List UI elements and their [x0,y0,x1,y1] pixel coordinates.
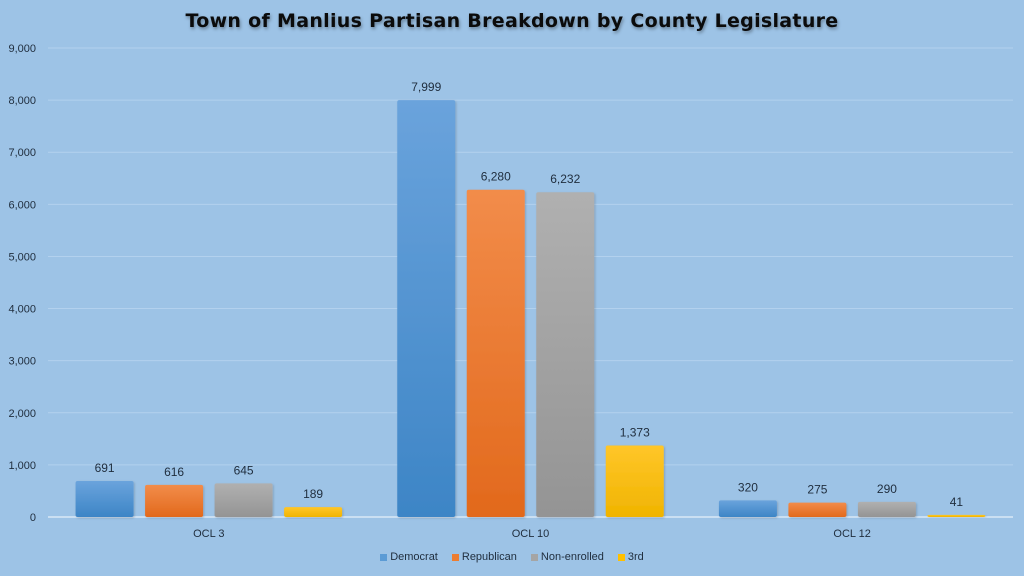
bar-republican-ocl-10 [466,189,525,517]
bar-non-enrolled-ocl-12 [857,501,916,517]
bar-3rd-ocl-12 [927,514,986,517]
bar-republican-ocl-12 [788,502,847,517]
data-label: 7,999 [411,80,441,94]
x-category-label: OCL 12 [833,528,871,540]
data-label: 645 [234,463,254,477]
y-tick-label: 2,000 [8,408,36,420]
data-label: 275 [807,483,827,497]
y-tick-label: 1,000 [8,460,36,472]
data-label: 41 [950,495,964,509]
bar-democrat-ocl-12 [718,500,777,517]
data-label: 616 [164,465,184,479]
y-tick-label: 5,000 [8,251,36,263]
bar-non-enrolled-ocl-10 [536,192,595,517]
legend-item: 3rd [617,551,644,563]
y-tick-label: 4,000 [8,304,36,316]
data-label: 320 [738,480,758,494]
data-label: 290 [877,482,897,496]
chart-title: Town of Manlius Partisan Breakdown by Co… [185,10,839,32]
legend: Democrat Republican Non-enrolled 3rd [0,551,1024,563]
data-label: 1,373 [620,425,650,439]
legend-swatch [451,553,459,561]
legend-label: 3rd [627,551,644,563]
legend-item: Non-enrolled [530,551,604,563]
legend-item: Democrat [380,551,438,563]
data-label: 691 [95,461,115,475]
bar-democrat-ocl-10 [397,100,456,518]
bar-non-enrolled-ocl-3 [214,483,273,517]
y-tick-label: 6,000 [8,199,36,211]
data-label: 189 [303,487,323,501]
data-label: 6,232 [550,172,580,186]
bar-democrat-ocl-3 [75,480,134,517]
legend-label: Republican [461,551,517,563]
y-tick-label: 3,000 [8,356,36,368]
y-tick-label: 8,000 [8,95,36,107]
bar-3rd-ocl-10 [605,445,664,517]
data-label: 6,280 [481,170,511,184]
legend-label: Democrat [390,551,438,563]
legend-label: Non-enrolled [540,551,604,563]
legend-swatch [617,553,625,561]
x-category-label: OCL 10 [512,528,550,540]
y-tick-label: 0 [30,512,36,524]
legend-swatch [530,553,538,561]
legend-item: Republican [451,551,517,563]
legend-swatch [380,553,388,561]
bar-3rd-ocl-3 [284,507,343,517]
y-tick-label: 9,000 [8,43,36,55]
bar-republican-ocl-3 [145,484,204,517]
y-tick-label: 7,000 [8,147,36,159]
x-category-label: OCL 3 [193,528,224,540]
